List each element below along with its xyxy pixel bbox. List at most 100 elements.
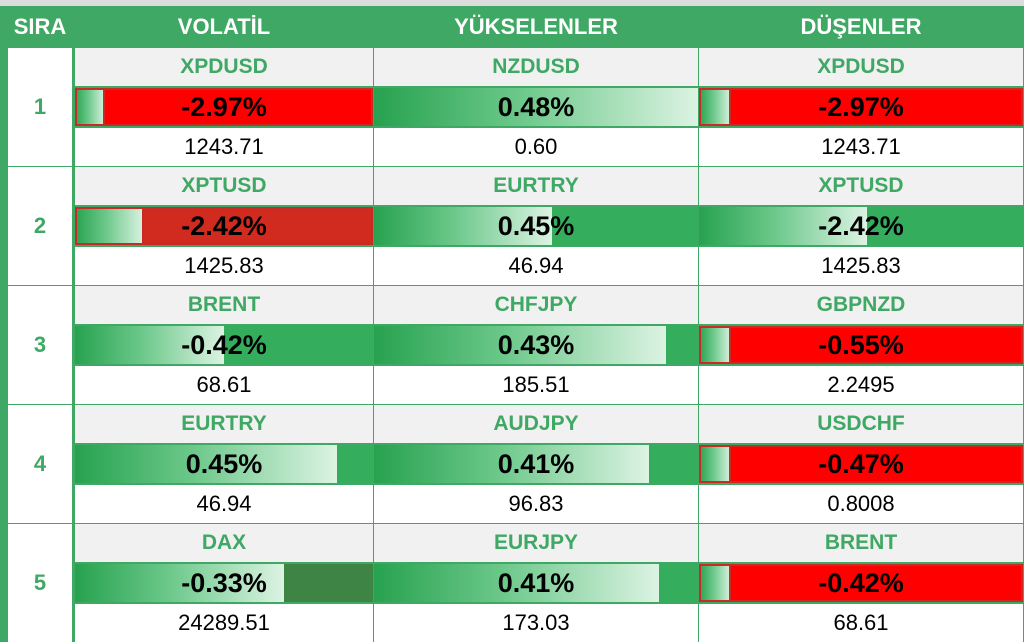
symbol-label: BRENT [75,286,373,324]
change-bar-fill [699,88,732,126]
change-bar: 0.43% [374,326,698,364]
price-value: 185.51 [374,366,698,404]
symbol-label: EURJPY [374,524,698,562]
change-percent: -0.47% [818,449,904,479]
change-bar-fill [374,207,553,245]
change-bar-fill [75,445,338,483]
change-bar-fill [699,326,732,364]
symbol-label: XPTUSD [699,167,1023,205]
price-value: 46.94 [75,485,373,523]
change-bar: -0.55% [699,326,1023,364]
change-bar-fill [75,207,144,245]
change-bar-fill [374,88,698,126]
volatil-cell: EURTRY 0.45% 46.94 [75,405,373,523]
yukselenler-cell: AUDJPY 0.41% 96.83 [374,405,698,523]
symbol-label: NZDUSD [374,48,698,86]
header-volatil: VOLATİL [177,14,271,39]
header-dusenler: DÜŞENLER [800,14,922,39]
change-percent: 0.45% [185,449,263,479]
change-bar-fill [75,88,105,126]
price-value: 1425.83 [75,247,373,285]
change-bar: 0.45% [374,207,698,245]
symbol-label: GBPNZD [699,286,1023,324]
change-bar: -2.97% [75,88,373,126]
change-percent: 0.45% [497,211,575,241]
change-percent: -2.97% [181,92,267,122]
change-percent: -2.42% [818,211,904,241]
symbol-label: XPDUSD [75,48,373,86]
dusenler-cell: GBPNZD -0.55% 2.2495 [699,286,1023,404]
price-value: 0.60 [374,128,698,166]
change-percent: 0.41% [497,568,575,598]
change-bar: -2.42% [699,207,1023,245]
yukselenler-cell: EURJPY 0.41% 173.03 [374,524,698,642]
symbol-label: DAX [75,524,373,562]
symbol-label: EURTRY [374,167,698,205]
price-value: 46.94 [374,247,698,285]
change-bar: -2.97% [699,88,1023,126]
price-value: 68.61 [699,604,1023,642]
change-percent: 0.48% [497,92,575,122]
change-percent: -2.97% [818,92,904,122]
change-bar-fill [75,564,284,602]
change-bar-fill [75,326,224,364]
volatil-cell: DAX -0.33% 24289.51 [75,524,373,642]
top-border [0,0,1024,6]
price-value: 68.61 [75,366,373,404]
rank-cell: 4 [8,405,72,523]
price-value: 1425.83 [699,247,1023,285]
header-sira: SIRA [13,14,67,39]
change-percent: 0.43% [497,330,575,360]
change-bar-fill [699,564,732,602]
symbol-label: USDCHF [699,405,1023,443]
yukselenler-cell: EURTRY 0.45% 46.94 [374,167,698,285]
yukselenler-cell: CHFJPY 0.43% 185.51 [374,286,698,404]
change-percent: -0.42% [181,330,267,360]
header-yukselenler: YÜKSELENLER [454,14,618,39]
dusenler-cell: BRENT -0.42% 68.61 [699,524,1023,642]
price-value: 173.03 [374,604,698,642]
change-percent: 0.41% [497,449,575,479]
price-value: 1243.71 [699,128,1023,166]
price-value: 0.8008 [699,485,1023,523]
dusenler-cell: XPDUSD -2.97% 1243.71 [699,48,1023,166]
change-bar: -0.42% [75,326,373,364]
change-bar-fill [699,445,732,483]
symbol-label: XPDUSD [699,48,1023,86]
rank-cell: 5 [8,524,72,642]
symbol-label: AUDJPY [374,405,698,443]
volatil-cell: XPDUSD -2.97% 1243.71 [75,48,373,166]
yukselenler-cell: NZDUSD 0.48% 0.60 [374,48,698,166]
change-bar: 0.48% [374,88,698,126]
change-bar-fill [699,207,868,245]
change-bar: -2.42% [75,207,373,245]
volatil-cell: XPTUSD -2.42% 1425.83 [75,167,373,285]
change-bar: -0.42% [699,564,1023,602]
symbol-label: XPTUSD [75,167,373,205]
change-percent: -0.42% [818,568,904,598]
change-bar-fill [374,445,650,483]
symbol-label: CHFJPY [374,286,698,324]
rank-cell: 1 [8,48,72,166]
change-bar: -0.47% [699,445,1023,483]
change-bar: 0.41% [374,445,698,483]
change-bar-fill [374,564,660,602]
change-percent: -0.55% [818,330,904,360]
price-value: 1243.71 [75,128,373,166]
dusenler-cell: USDCHF -0.47% 0.8008 [699,405,1023,523]
volatil-cell: BRENT -0.42% 68.61 [75,286,373,404]
symbol-label: BRENT [699,524,1023,562]
change-bar: -0.33% [75,564,373,602]
symbol-label: EURTRY [75,405,373,443]
change-bar: 0.45% [75,445,373,483]
rank-cell: 2 [8,167,72,285]
change-bar-fill [374,326,666,364]
price-value: 2.2495 [699,366,1023,404]
table-header: SIRA VOLATİL YÜKSELENLER DÜŞENLER [0,6,1024,48]
dusenler-cell: XPTUSD -2.42% 1425.83 [699,167,1023,285]
change-percent: -0.33% [181,568,267,598]
price-value: 24289.51 [75,604,373,642]
change-bar: 0.41% [374,564,698,602]
rank-cell: 3 [8,286,72,404]
price-value: 96.83 [374,485,698,523]
